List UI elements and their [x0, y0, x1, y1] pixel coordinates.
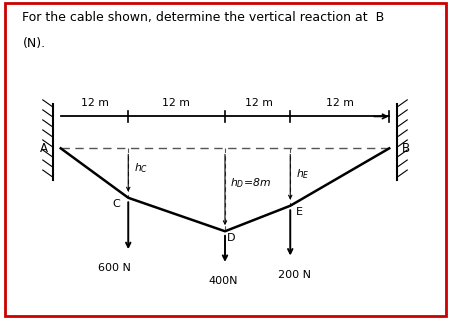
Text: $h_E$: $h_E$: [296, 167, 309, 181]
Text: 400N: 400N: [208, 276, 238, 286]
Text: $h_C$: $h_C$: [134, 161, 148, 175]
Text: 12 m: 12 m: [81, 98, 108, 108]
Text: A: A: [40, 142, 48, 155]
Text: C: C: [112, 199, 120, 209]
Text: 12 m: 12 m: [162, 98, 189, 108]
Text: 12 m: 12 m: [245, 98, 273, 108]
Text: For the cable shown, determine the vertical reaction at  B: For the cable shown, determine the verti…: [22, 11, 385, 24]
Text: 600 N: 600 N: [98, 263, 131, 273]
Text: $h_D$=8m: $h_D$=8m: [230, 176, 271, 190]
Text: 12 m: 12 m: [326, 98, 354, 108]
Text: E: E: [296, 207, 303, 217]
Text: (N).: (N).: [22, 37, 45, 50]
Text: D: D: [227, 233, 236, 243]
Text: B: B: [402, 142, 410, 155]
Text: 200 N: 200 N: [278, 270, 311, 279]
